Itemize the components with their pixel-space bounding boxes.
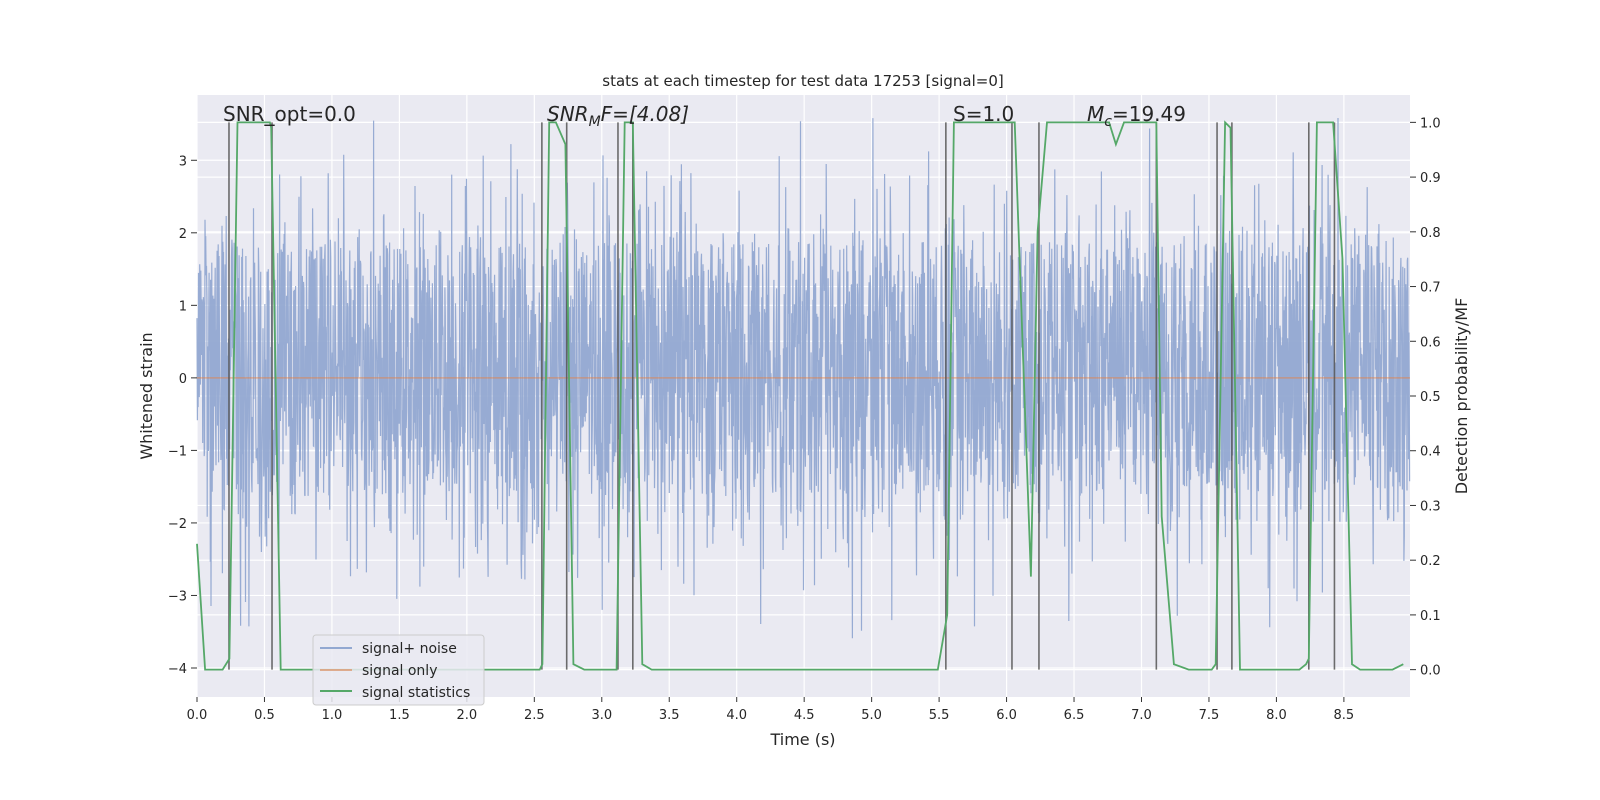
x-tick-label: 8.5 [1334,708,1355,723]
x-tick-label: 1.0 [322,708,343,723]
snr-mf-rest: F=[4.08] [601,102,689,126]
y-right-tick-label: 0.3 [1420,499,1441,514]
x-tick-label: 5.5 [929,708,950,723]
annotation-snr-opt: SNR_opt=0.0 [223,102,356,126]
x-tick-label: 7.5 [1199,708,1220,723]
y-tick-label: 2 [179,227,187,242]
y-axis-right-label: Detection probability/MF [1452,298,1471,495]
y-right-tick-label: 0.8 [1420,226,1441,241]
y-tick-label: −4 [168,662,187,677]
x-tick-label: 4.5 [794,708,815,723]
y-right-tick-label: 0.1 [1420,609,1441,624]
y-right-tick-label: 0.7 [1420,281,1441,296]
x-tick-label: 6.0 [996,708,1017,723]
snr-mf-main: SNR [547,102,589,126]
snr-mf-sub: M [589,114,601,130]
x-tick-label: 6.5 [1064,708,1085,723]
x-tick-label: 0.5 [254,708,275,723]
signal-statistics-line [196,120,1404,671]
legend: signal+ noise signal only signal statist… [312,634,485,706]
y-right-tick-label: 0.2 [1420,554,1441,569]
legend-box [312,634,485,706]
legend-label-noise: signal+ noise [362,641,457,657]
y-right-tick-label: 0.9 [1420,171,1441,186]
signal-noise-line [196,117,1411,639]
y-tick-label: −3 [168,589,187,604]
y-right-tick-label: 0.0 [1420,664,1441,679]
x-tick-label: 4.0 [726,708,747,723]
x-tick-label: 3.5 [659,708,680,723]
y-tick-label: −1 [168,444,187,459]
x-tick-label: 1.5 [389,708,410,723]
y-axis-label: Whitened strain [137,332,156,459]
annotation-mc: Mc=19.49 [1087,102,1186,130]
y-tick-label: −2 [168,517,187,532]
y-right-tick-label: 0.5 [1420,390,1441,405]
x-tick-label: 0.0 [187,708,208,723]
ticks: 0.0 0.5 1.0 1.5 2.0 2.5 3.0 3.5 4.0 4.5 5.0 5.5 6.0 6… [168,116,1441,723]
mc-rest: =19.49 [1112,102,1186,126]
signal-noise-series [196,117,1411,639]
marks [196,120,1410,671]
x-tick-label: 8.0 [1266,708,1287,723]
x-tick-label: 7.0 [1131,708,1152,723]
y-tick-label: 1 [179,299,187,314]
mc-main: M [1087,102,1104,126]
y-tick-label: 0 [179,372,187,387]
x-tick-label: 2.5 [524,708,545,723]
legend-label-stats: signal statistics [362,685,470,701]
chart-title: stats at each timestep for test data 172… [602,72,1003,90]
y-right-tick-label: 0.6 [1420,335,1441,350]
x-tick-label: 3.0 [591,708,612,723]
y-tick-label: 3 [179,154,187,169]
x-tick-label: 5.0 [861,708,882,723]
mc-sub: c [1104,114,1112,130]
legend-label-signal: signal only [362,663,437,679]
y-right-tick-label: 1.0 [1420,116,1441,131]
x-axis-label: Time (s) [769,730,835,749]
annotation-snr-mf: SNRMF=[4.08] [547,102,689,130]
y-right-tick-label: 0.4 [1420,445,1441,460]
annotation-s: S=1.0 [953,102,1014,126]
x-tick-label: 2.0 [457,708,478,723]
